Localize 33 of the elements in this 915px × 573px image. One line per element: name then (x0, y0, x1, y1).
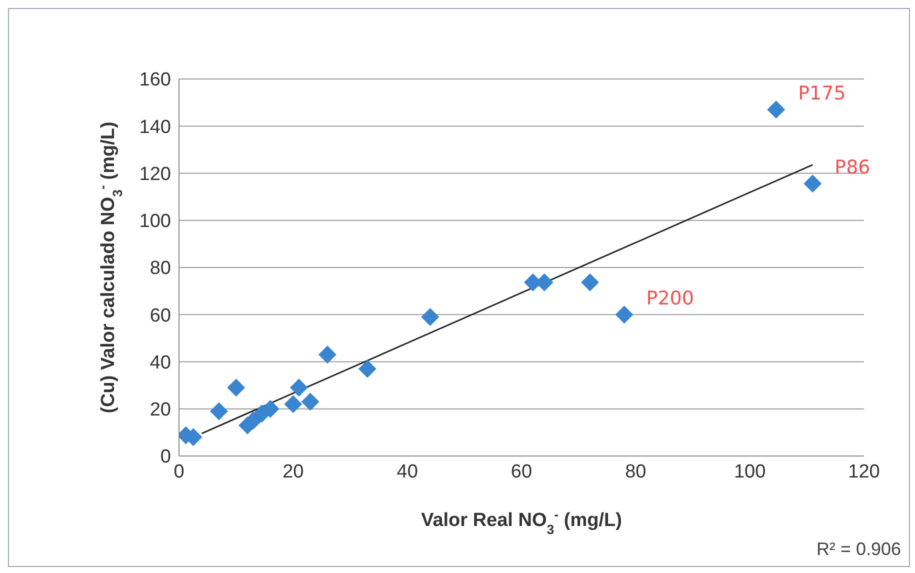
y-tick-label: 100 (139, 211, 171, 232)
y-tick-label: 60 (150, 305, 171, 326)
x-tick-label: 20 (282, 461, 304, 482)
y-tick-label: 40 (150, 352, 171, 374)
annotation: P200 (646, 288, 694, 310)
point (290, 378, 308, 397)
x-tick-label: 60 (510, 461, 532, 482)
point (615, 306, 634, 324)
annotation: P175 (798, 82, 846, 105)
x-tick-label: 40 (396, 461, 418, 482)
point (227, 378, 246, 397)
point (421, 308, 440, 326)
y-tick-label: 20 (150, 400, 171, 421)
text: R² = 0.906 (816, 539, 901, 560)
y-tick-label: 80 (150, 258, 171, 280)
point (318, 346, 336, 364)
y-tick-label: 160 (139, 70, 171, 91)
point (210, 402, 228, 420)
point (581, 273, 599, 292)
x-tick-label: 80 (625, 461, 646, 482)
y-tick-label: 120 (139, 164, 171, 185)
x-tick-label: 100 (734, 461, 766, 482)
x-tick-label: 120 (848, 461, 880, 482)
x-axis-title: Valor Real NO$_{3}$$^{-}$ (mg/L) (421, 506, 622, 536)
point (284, 395, 302, 414)
y-tick-label: 140 (139, 116, 171, 138)
y-tick-label: 0 (160, 446, 171, 468)
point (804, 174, 822, 193)
point (358, 360, 376, 378)
x-tick-label: 0 (174, 461, 184, 482)
point (301, 392, 320, 411)
point (767, 100, 786, 119)
annotation: P86 (834, 156, 870, 179)
